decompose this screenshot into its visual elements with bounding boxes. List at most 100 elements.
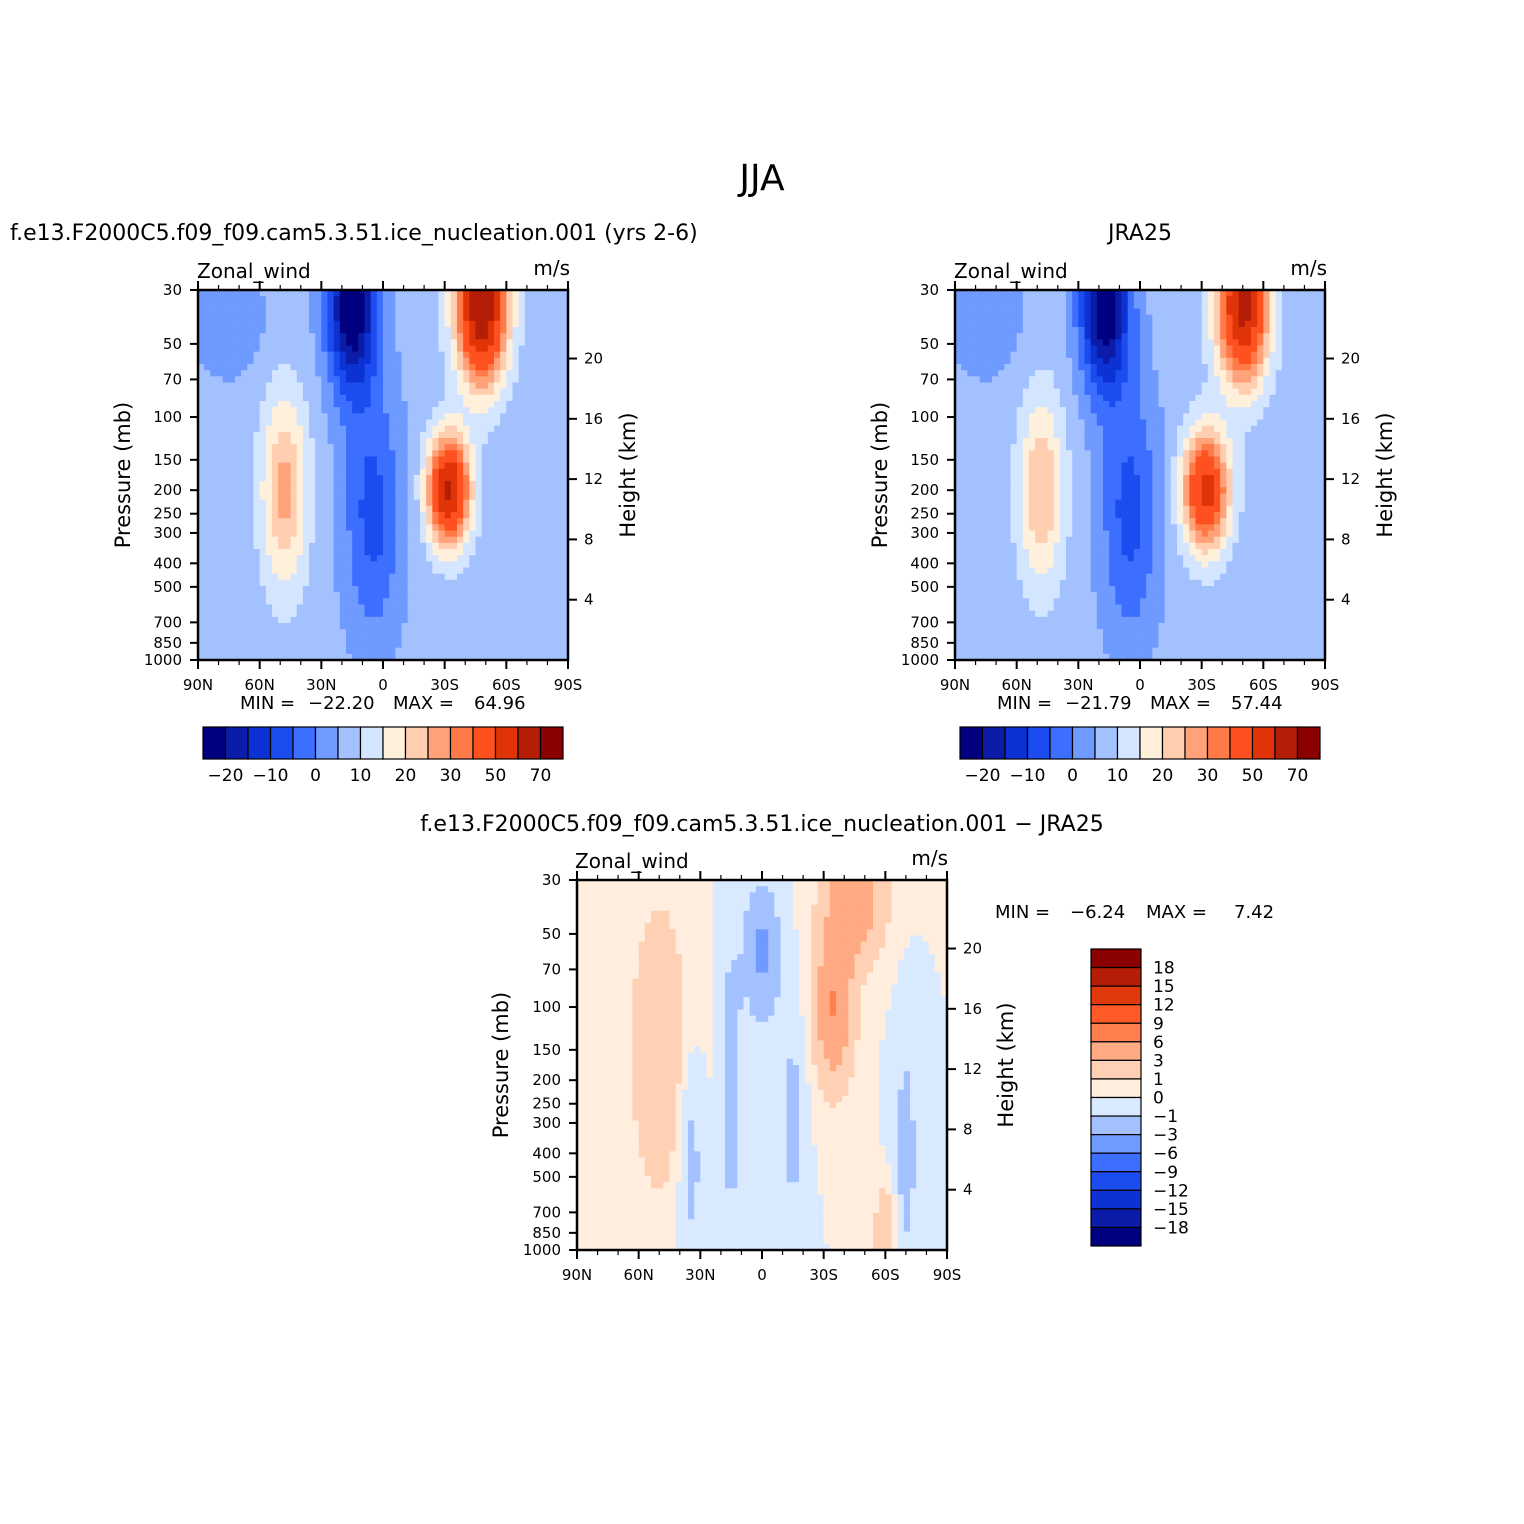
field-cell	[438, 327, 446, 334]
field-cell	[1041, 394, 1049, 402]
field-cell	[272, 450, 279, 458]
field-cell	[481, 364, 489, 371]
field-cell	[961, 407, 968, 414]
field-cell	[524, 444, 532, 451]
field-cell	[463, 394, 470, 402]
field-cell	[395, 425, 403, 433]
field-cell	[401, 579, 409, 587]
field-cell	[346, 290, 353, 297]
field-cell	[1090, 370, 1098, 377]
field-cell	[1152, 376, 1160, 384]
field-cell	[321, 475, 329, 482]
field-cell	[1022, 351, 1030, 359]
field-cell	[339, 653, 347, 661]
field-cell	[426, 518, 433, 525]
field-cell	[272, 327, 279, 334]
field-cell	[438, 364, 446, 371]
field-cell	[296, 635, 304, 643]
field-cell	[389, 481, 396, 488]
field-cell	[1035, 370, 1042, 377]
field-cell	[302, 524, 310, 532]
field-cell	[561, 524, 569, 532]
field-cell	[1140, 394, 1147, 402]
field-cell	[1084, 339, 1092, 347]
field-cell	[543, 345, 551, 353]
field-cell	[1103, 401, 1110, 408]
field-cell	[463, 641, 470, 649]
field-cell	[543, 555, 551, 562]
field-cell	[364, 592, 372, 599]
field-cell	[1232, 327, 1240, 334]
field-cell	[1016, 357, 1024, 365]
field-cell	[216, 468, 224, 476]
field-cell	[1251, 339, 1258, 347]
field-cell	[494, 487, 501, 495]
field-cell	[1004, 320, 1012, 328]
field-cell	[339, 456, 347, 464]
field-cell	[500, 653, 507, 661]
field-cell	[506, 573, 514, 581]
field-cell	[555, 339, 563, 347]
field-cell	[426, 475, 433, 482]
field-cell	[561, 339, 569, 347]
field-cell	[1084, 394, 1092, 402]
field-cell	[198, 505, 205, 513]
field-cell	[457, 542, 464, 550]
field-cell	[531, 641, 538, 649]
field-cell	[284, 431, 292, 439]
field-cell	[457, 536, 464, 544]
field-cell	[524, 524, 532, 532]
field-cell	[296, 370, 304, 377]
field-cell	[518, 579, 526, 587]
field-cell	[457, 388, 464, 396]
field-cell	[296, 629, 304, 636]
field-cell	[358, 364, 366, 371]
field-cell	[1189, 388, 1197, 396]
field-cell	[413, 549, 421, 556]
field-cell	[1022, 413, 1030, 421]
field-cell	[204, 425, 211, 433]
field-cell	[339, 493, 347, 501]
field-cell	[358, 407, 366, 414]
field-cell	[481, 653, 489, 661]
field-cell	[481, 320, 489, 328]
field-cell	[222, 475, 230, 482]
field-cell	[438, 425, 446, 433]
field-cell	[259, 493, 267, 501]
field-cell	[494, 401, 501, 408]
field-cell	[500, 462, 507, 470]
field-cell	[1047, 413, 1055, 421]
field-cell	[979, 308, 987, 316]
field-cell	[512, 505, 520, 513]
field-cell	[376, 376, 384, 384]
field-cell	[413, 302, 421, 310]
field-cell	[389, 462, 396, 470]
field-cell	[1164, 401, 1172, 408]
field-cell	[469, 623, 477, 630]
field-cell	[265, 376, 273, 384]
field-cell	[1066, 376, 1073, 384]
field-cell	[370, 407, 378, 414]
field-cell	[543, 542, 551, 550]
field-cell	[346, 641, 353, 649]
field-cell	[475, 456, 483, 464]
field-cell	[475, 586, 483, 593]
field-cell	[346, 419, 353, 427]
field-cell	[278, 413, 285, 421]
field-cell	[321, 388, 329, 396]
field-cell	[450, 586, 458, 593]
field-cell	[1029, 302, 1036, 310]
field-cell	[1232, 376, 1240, 384]
field-cell	[241, 302, 248, 310]
field-cell	[284, 493, 292, 501]
field-cell	[985, 327, 993, 334]
field-cell	[309, 641, 316, 649]
field-cell	[420, 419, 427, 427]
field-cell	[296, 536, 304, 544]
field-cell	[1300, 320, 1308, 328]
field-cell	[543, 604, 551, 612]
field-cell	[1312, 394, 1320, 402]
field-cell	[290, 345, 298, 353]
field-cell	[561, 616, 569, 624]
field-cell	[370, 394, 378, 402]
